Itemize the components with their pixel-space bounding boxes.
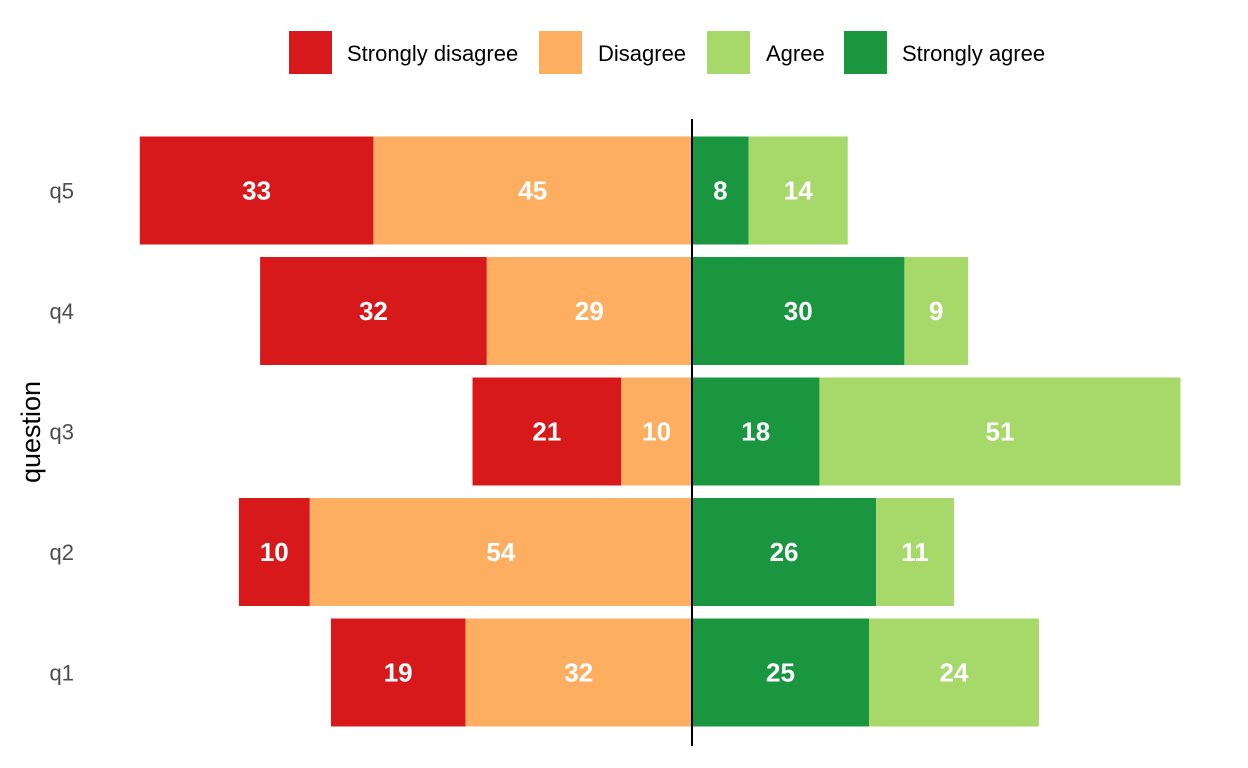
bar-label-q4-strongly-disagree: 32	[359, 296, 388, 326]
bar-q5-strongly-disagree	[139, 136, 374, 245]
bar-q4-disagree	[486, 257, 692, 365]
bar-label-q3-disagree: 10	[642, 417, 671, 447]
bar-q1-agree	[869, 618, 1039, 727]
bar-label-q3-agree: 51	[986, 417, 1015, 447]
legend-label-agree: Agree	[766, 41, 825, 66]
legend-key-agree	[707, 31, 750, 74]
y-tick-label-q1: q1	[50, 661, 74, 686]
bar-q5-strongly-agree	[692, 136, 749, 245]
legend-label-disagree: Disagree	[598, 41, 686, 66]
bar-q3-strongly-agree	[692, 377, 820, 486]
y-tick-label-q5: q5	[50, 179, 74, 204]
bar-q4-agree	[904, 257, 969, 365]
bar-q1-strongly-disagree	[330, 618, 466, 727]
bar-q1-disagree	[465, 618, 692, 727]
bar-q5-disagree	[373, 136, 692, 245]
bar-q1-strongly-agree	[692, 618, 869, 727]
legend-key-disagree	[539, 31, 582, 74]
bar-label-q4-disagree: 29	[575, 296, 604, 326]
bar-label-q4-agree: 9	[929, 296, 943, 326]
bar-q2-strongly-disagree	[238, 498, 310, 606]
bar-q3-strongly-disagree	[472, 377, 622, 486]
bar-label-q2-strongly-disagree: 10	[260, 537, 289, 567]
y-axis-title: question	[16, 381, 46, 483]
bar-label-q1-strongly-agree: 25	[766, 658, 795, 688]
bar-label-q2-agree: 11	[901, 537, 929, 567]
bar-q3-disagree	[621, 377, 692, 486]
bar-value-labels: 32 19 25 24 54 10 26 11 10 21 18 51 29 32 30 9 45 33 8 14	[242, 176, 1014, 688]
y-tick-label-q2: q2	[50, 540, 74, 565]
bar-q2-disagree	[309, 498, 692, 606]
bar-label-q1-strongly-disagree: 19	[384, 658, 413, 688]
y-tick-label-q4: q4	[50, 299, 74, 324]
bar-label-q2-strongly-agree: 26	[770, 537, 799, 567]
bar-label-q1-disagree: 32	[564, 658, 593, 688]
y-tick-label-q3: q3	[50, 420, 74, 445]
bar-label-q5-strongly-agree: 8	[713, 176, 727, 206]
bar-label-q2-disagree: 54	[486, 537, 515, 567]
bar-q3-agree	[819, 377, 1181, 486]
bar-label-q1-agree: 24	[939, 658, 968, 688]
legend-label-strongly-disagree: Strongly disagree	[347, 41, 518, 66]
bars	[139, 136, 1181, 727]
bar-label-q5-disagree: 45	[518, 176, 547, 206]
bar-label-q3-strongly-disagree: 21	[532, 417, 561, 447]
bar-q2-agree	[876, 498, 954, 606]
legend-key-strongly-agree	[844, 31, 887, 74]
bar-q5-agree	[748, 136, 848, 245]
bar-label-q4-strongly-agree: 30	[784, 296, 813, 326]
bar-label-q5-strongly-disagree: 33	[242, 176, 271, 206]
bar-q2-strongly-agree	[692, 498, 877, 606]
bar-label-q3-strongly-agree: 18	[741, 417, 770, 447]
bar-label-q5-agree: 14	[784, 176, 813, 206]
legend-key-strongly-disagree	[289, 31, 332, 74]
bar-q4-strongly-agree	[692, 257, 905, 365]
legend: Strongly disagree Disagree Agree Strongly a…	[289, 31, 1045, 74]
legend-label-strongly-agree: Strongly agree	[902, 41, 1045, 66]
y-axis-tick-labels: q1 q2 q3 q4 q5	[50, 179, 74, 686]
bar-q4-strongly-disagree	[260, 257, 487, 365]
